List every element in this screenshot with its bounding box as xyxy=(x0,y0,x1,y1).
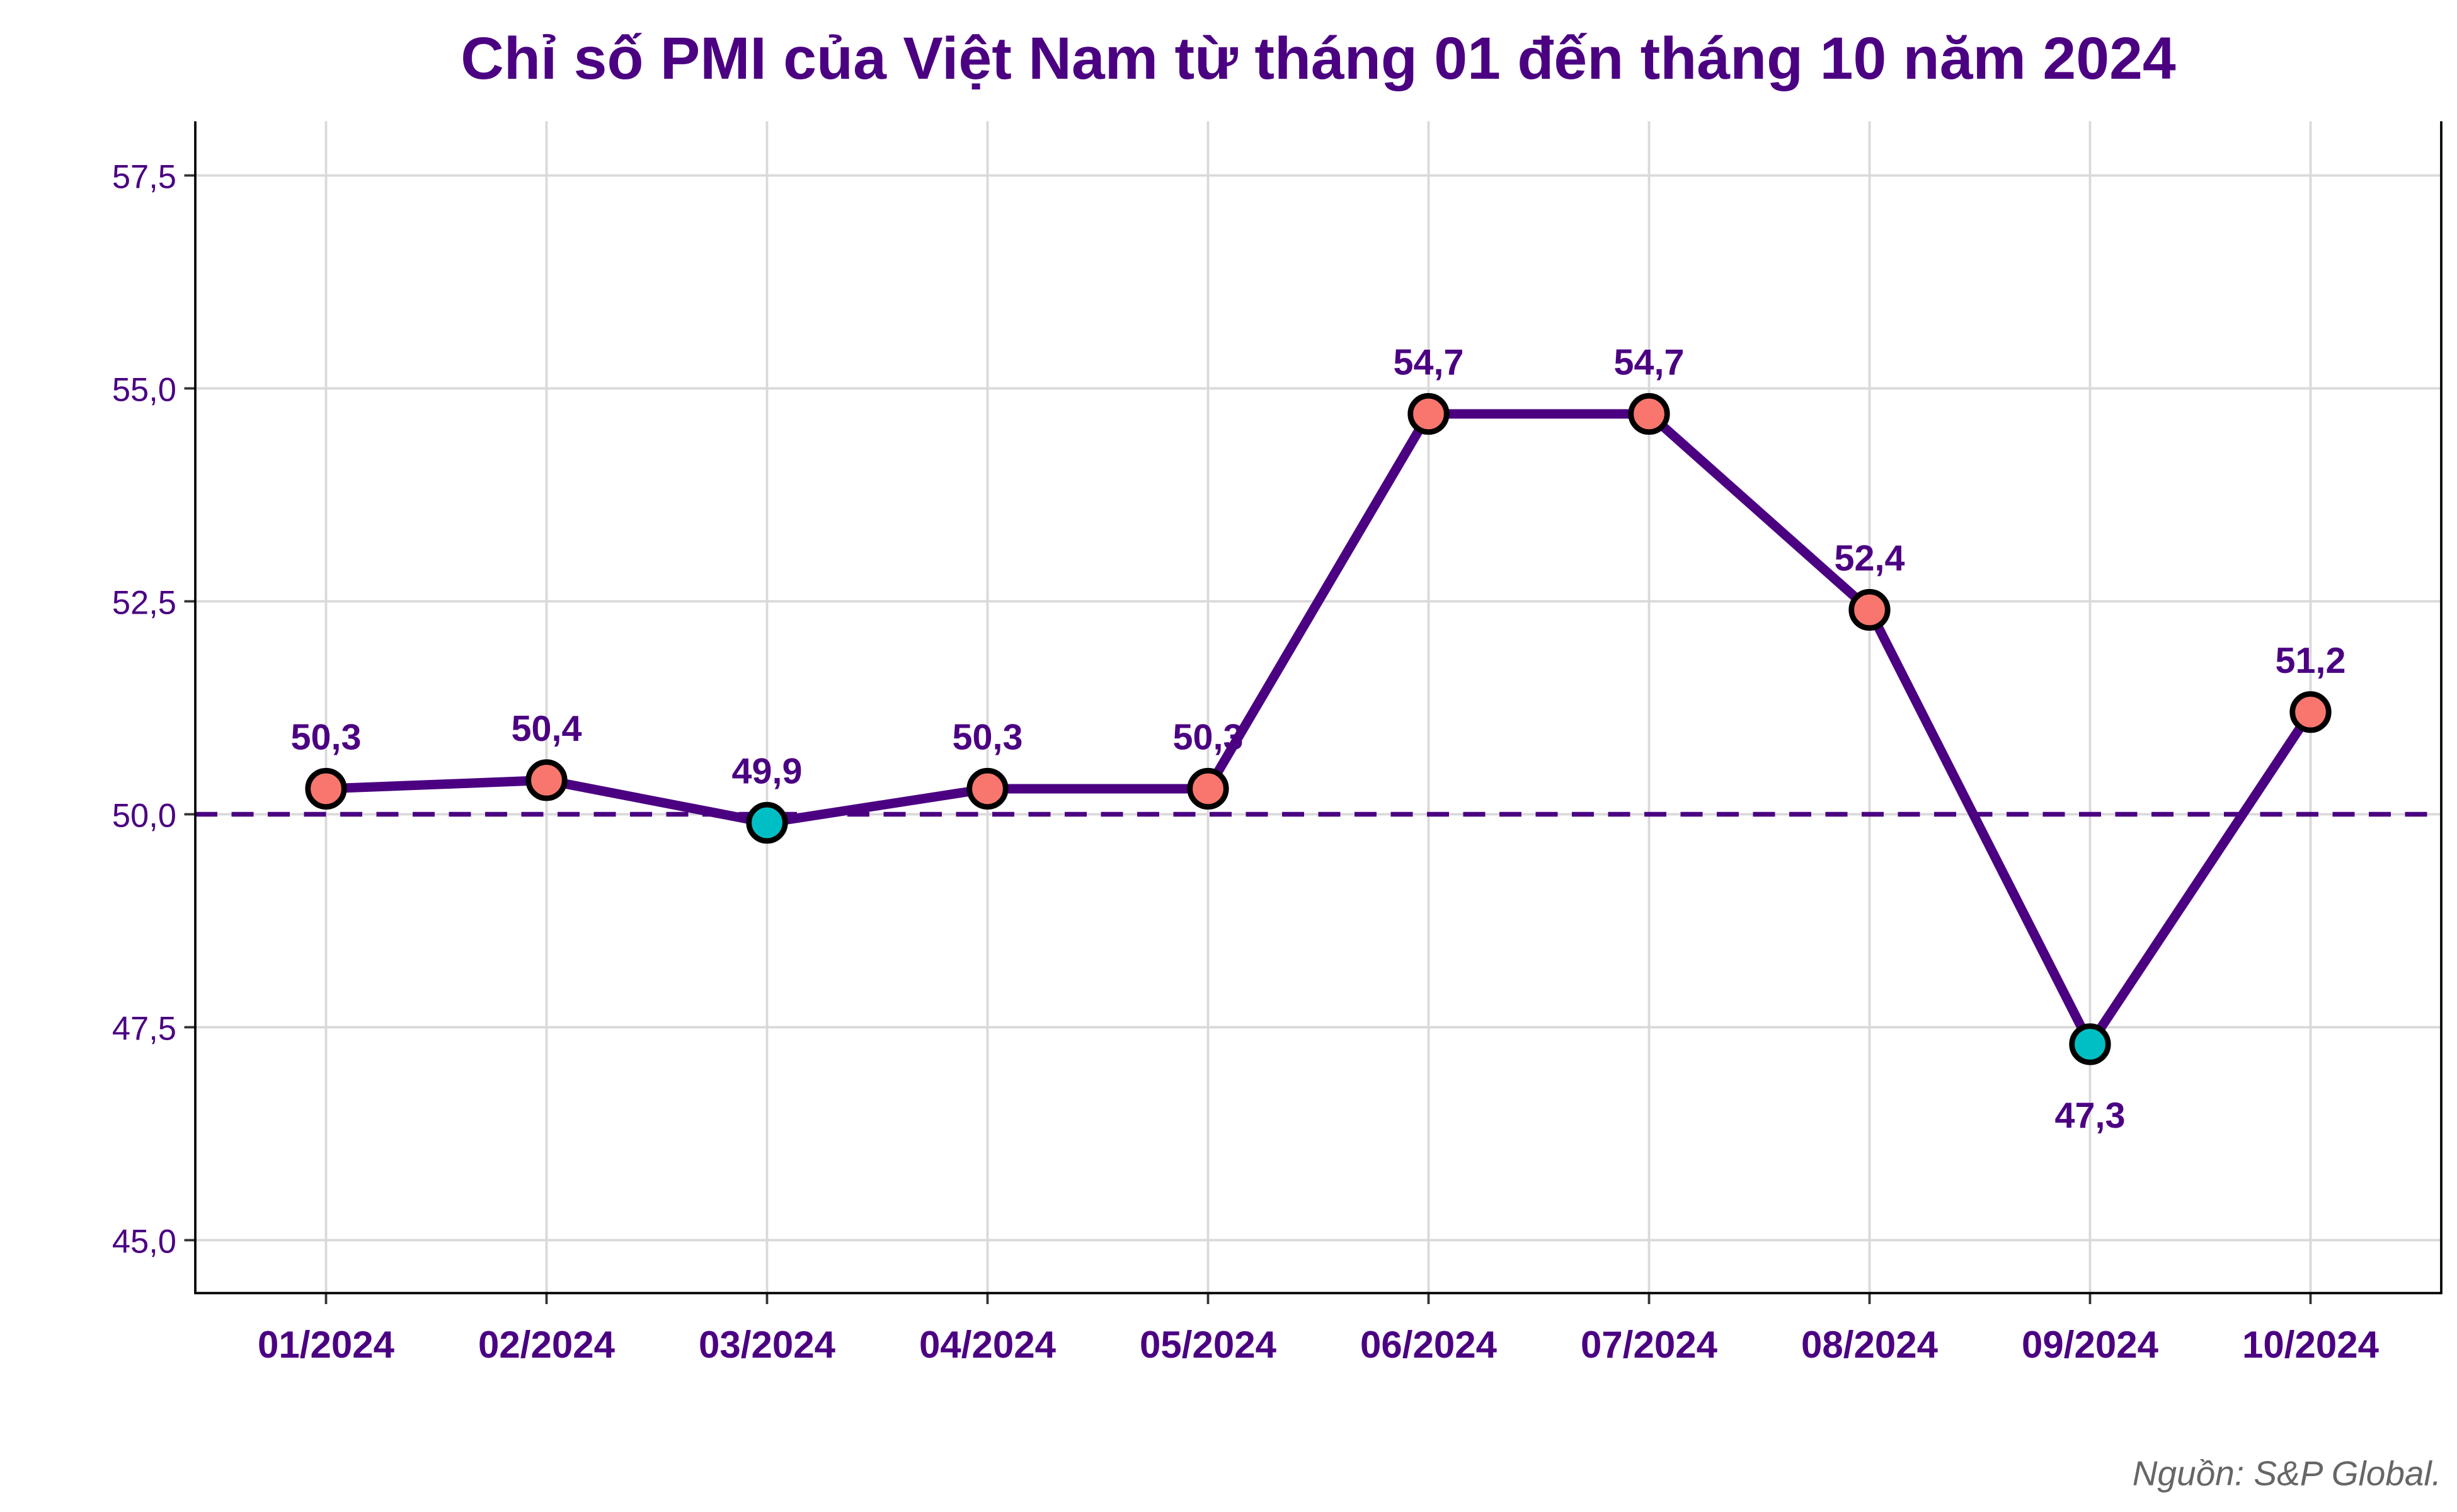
y-tick-label: 57,5 xyxy=(112,159,176,196)
x-tick-label: 05/2024 xyxy=(1140,1324,1277,1366)
y-axis: 45,0 47,5 50,0 52,5 55,0 57,5 xyxy=(112,159,195,1261)
x-tick-label: 02/2024 xyxy=(478,1324,616,1366)
data-label: 49,9 xyxy=(732,752,803,792)
plot-frame xyxy=(194,121,2443,1295)
data-point xyxy=(1628,392,1670,435)
data-point xyxy=(2069,1023,2111,1065)
data-label: 50,3 xyxy=(291,717,362,757)
data-label: 54,7 xyxy=(1394,343,1464,383)
data-point xyxy=(525,759,568,801)
data-point xyxy=(2289,691,2332,733)
x-tick-label: 10/2024 xyxy=(2242,1324,2380,1366)
x-tick-label: 07/2024 xyxy=(1581,1324,1718,1366)
y-tick-label: 55,0 xyxy=(112,372,176,409)
data-label: 50,3 xyxy=(1173,717,1244,757)
data-point xyxy=(1848,588,1891,631)
source-note: Nguồn: S&P Global. xyxy=(2133,1454,2441,1493)
data-point xyxy=(1187,767,1229,810)
pmi-series-line xyxy=(326,409,2315,1050)
x-tick-label: 04/2024 xyxy=(919,1324,1057,1366)
data-point xyxy=(305,767,347,810)
x-tick-label: 03/2024 xyxy=(699,1324,836,1366)
data-label: 50,3 xyxy=(953,717,1023,757)
data-point xyxy=(966,767,1009,810)
x-tick-label: 08/2024 xyxy=(1801,1324,1939,1366)
x-tick-label: 01/2024 xyxy=(258,1324,395,1366)
y-tick-label: 45,0 xyxy=(112,1223,176,1261)
y-tick-label: 52,5 xyxy=(112,585,176,622)
y-tick-label: 50,0 xyxy=(112,798,176,835)
x-tick-label: 09/2024 xyxy=(2022,1324,2159,1366)
data-labels: 50,3 50,4 49,9 50,3 50,3 54,7 54,7 52,4 47,3 51,2 xyxy=(291,343,2346,1136)
data-label: 51,2 xyxy=(2276,641,2346,681)
data-point xyxy=(746,801,788,844)
data-points xyxy=(305,392,2332,1065)
data-label: 47,3 xyxy=(2055,1096,2126,1136)
x-tick-label: 06/2024 xyxy=(1360,1324,1498,1366)
y-tick-label: 47,5 xyxy=(112,1011,176,1048)
data-label: 52,4 xyxy=(1835,539,1905,579)
chart-title: Chỉ số PMI của Việt Nam từ tháng 01 đến … xyxy=(461,25,2176,92)
data-label: 50,4 xyxy=(512,709,582,749)
x-axis: 01/2024 02/2024 03/2024 04/2024 05/2024 06/20… xyxy=(258,1293,2380,1366)
data-label: 54,7 xyxy=(1614,343,1685,383)
data-point xyxy=(1407,392,1450,435)
